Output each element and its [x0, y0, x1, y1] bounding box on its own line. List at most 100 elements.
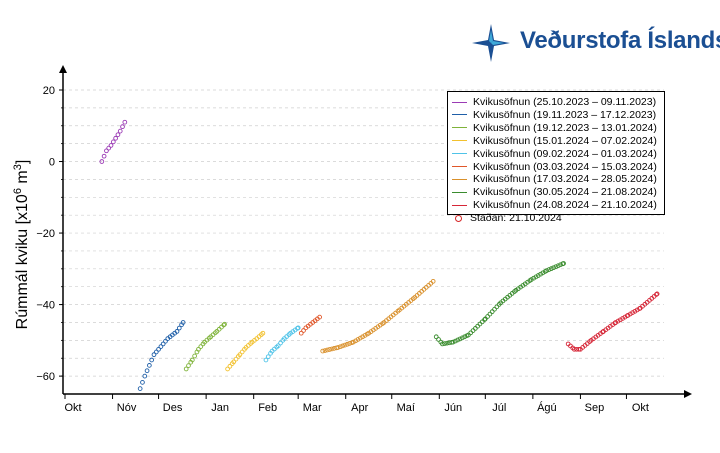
data-point [120, 124, 125, 130]
legend-item: Kvikusöfnun (19.12.2023 – 13.01.2024) [452, 122, 657, 134]
data-point [237, 352, 243, 358]
data-point [298, 330, 304, 336]
legend-line-swatch [452, 191, 467, 193]
data-point [531, 275, 536, 281]
data-point [174, 329, 180, 334]
data-point [189, 357, 195, 363]
series-7 [320, 278, 436, 354]
data-point [561, 261, 566, 266]
legend-item: Kvikusöfnun (30.05.2024 – 21.08.2024) [452, 186, 657, 198]
data-point [158, 344, 164, 349]
data-point [442, 341, 448, 346]
data-point [654, 291, 660, 297]
data-point [147, 363, 152, 368]
data-point [455, 337, 461, 343]
legend-label: Kvikusöfnun (15.01.2024 – 07.02.2024) [473, 134, 657, 147]
data-point [571, 346, 577, 352]
data-point [275, 343, 281, 349]
series-4 [225, 330, 266, 372]
legend-label: Kvikusöfnun (17.03.2024 – 28.05.2024) [473, 173, 657, 186]
data-point [110, 139, 116, 145]
data-point [457, 336, 463, 342]
legend-line-swatch [452, 153, 467, 155]
data-point [239, 349, 245, 355]
legend-label: Kvikusöfnun (09.02.2024 – 01.03.2024) [473, 147, 657, 160]
y-tick-label: −20 [36, 228, 55, 240]
legend-line-swatch [452, 127, 467, 129]
series-3 [183, 321, 227, 372]
data-point [533, 274, 539, 280]
data-point [176, 325, 182, 331]
legend-item: Kvikusöfnun (17.03.2024 – 28.05.2024) [452, 173, 657, 185]
data-point [444, 340, 450, 346]
data-point [231, 359, 237, 365]
data-point [360, 334, 365, 340]
data-point [342, 342, 348, 348]
data-point [340, 343, 346, 349]
data-point [479, 319, 485, 325]
data-point [535, 273, 541, 278]
data-point [115, 132, 121, 138]
data-point [320, 348, 326, 354]
series-9 [565, 291, 660, 352]
data-point [540, 270, 546, 276]
data-point [225, 366, 230, 372]
data-point [144, 368, 150, 374]
data-point [347, 341, 352, 346]
y-tick-label: 20 [43, 85, 55, 97]
legend-line-swatch [452, 114, 467, 116]
x-tick-label: Okt [632, 402, 649, 414]
data-point [654, 292, 659, 297]
x-tick-label: Nóv [117, 402, 137, 414]
data-point [353, 338, 359, 344]
data-point [106, 145, 112, 151]
data-point [620, 316, 625, 321]
data-point [546, 267, 552, 272]
legend-label: Kvikusöfnun (30.05.2024 – 21.08.2024) [473, 186, 657, 199]
logo-star-icon [472, 24, 510, 62]
legend-item: Kvikusöfnun (15.01.2024 – 07.02.2024) [452, 135, 657, 147]
data-point [153, 349, 159, 355]
chart-legend: Kvikusöfnun (25.10.2023 – 09.11.2023) Kvi… [447, 91, 665, 224]
x-tick-label: Jún [444, 402, 462, 414]
data-point [260, 330, 266, 336]
data-point [192, 353, 197, 359]
data-point [263, 357, 269, 363]
data-point [615, 318, 621, 324]
data-point [485, 314, 490, 319]
series-1 [99, 119, 128, 164]
legend-marker-swatch [455, 214, 462, 222]
data-point [489, 309, 495, 315]
data-point [233, 356, 239, 362]
legend-item: Kvikusöfnun (19.11.2023 – 17.12.2023) [452, 109, 656, 121]
legend-item: Kvikusöfnun (24.08.2024 – 21.10.2024) [452, 199, 657, 211]
data-point [221, 322, 227, 328]
legend-line-swatch [452, 140, 467, 142]
legend-label: Kvikusöfnun (19.12.2023 – 13.01.2024) [473, 121, 657, 134]
data-point [494, 304, 500, 310]
data-point [538, 271, 543, 277]
data-point [440, 341, 445, 347]
data-point [335, 345, 341, 350]
data-point [122, 119, 128, 125]
data-point [430, 278, 436, 284]
data-point [180, 320, 186, 325]
data-point [149, 357, 155, 363]
data-point [468, 330, 474, 336]
x-tick-label: Sep [585, 402, 605, 414]
legend-line-swatch [452, 166, 467, 167]
data-point [222, 321, 227, 327]
legend-item: Kvikusöfnun (03.03.2024 – 15.03.2024) [452, 161, 657, 173]
data-point [322, 348, 328, 353]
data-point [324, 347, 330, 353]
data-point [551, 265, 556, 271]
data-point [357, 335, 363, 341]
data-point [163, 338, 168, 344]
data-point [99, 159, 105, 164]
data-point [278, 340, 283, 346]
data-point [470, 328, 476, 333]
data-point [227, 363, 233, 369]
y-tick-label: 0 [49, 157, 55, 169]
data-point [113, 135, 118, 141]
series-6 [298, 314, 322, 336]
